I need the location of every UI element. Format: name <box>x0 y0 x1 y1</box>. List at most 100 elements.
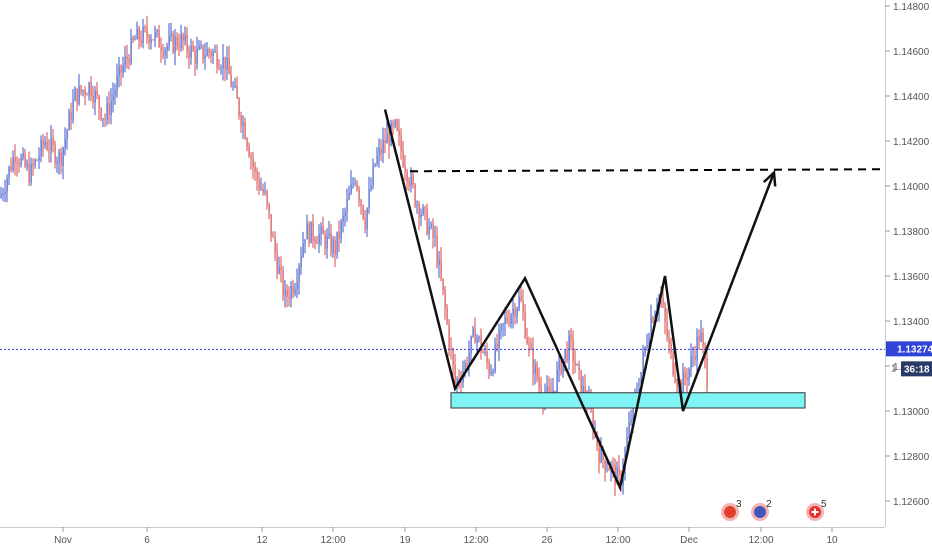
candle-body <box>394 120 396 126</box>
candle-body <box>532 349 534 374</box>
candle-body <box>196 49 198 64</box>
price-tick-label: 1.14800 <box>893 2 930 13</box>
candle-body <box>498 329 500 348</box>
candle-body <box>546 386 548 395</box>
candle-body <box>220 68 222 70</box>
candle-body <box>208 49 210 53</box>
price-axis[interactable]: 1.14800 1.14600 1.14400 1.14200 1.14000 1.138… <box>885 2 930 508</box>
candle-body <box>492 371 494 373</box>
candle-body <box>230 74 232 87</box>
candle-body <box>350 183 352 194</box>
candle-body <box>112 95 114 101</box>
candle-body <box>346 199 348 212</box>
candle-body <box>562 359 564 374</box>
swiss-flag-icon[interactable]: 5 <box>806 499 827 521</box>
candle-body <box>412 174 414 185</box>
candle-body <box>332 240 334 253</box>
candle-body <box>280 266 282 271</box>
candle-body <box>426 209 428 234</box>
candle-body <box>464 363 466 372</box>
candle-body <box>238 98 240 116</box>
candle-body <box>644 347 646 353</box>
candle-body <box>226 57 228 70</box>
candle-body <box>338 231 340 239</box>
candle-body <box>150 39 152 43</box>
candle-body <box>18 163 20 166</box>
eu-flag-icon[interactable]: 2 <box>751 499 772 521</box>
candle-body <box>62 147 64 166</box>
candle-body <box>506 316 508 322</box>
candle-body <box>32 163 34 166</box>
candle-body <box>556 370 558 393</box>
candle-body <box>288 296 290 299</box>
candle-body <box>384 139 386 144</box>
candle-body <box>478 336 480 339</box>
candle-body <box>134 39 136 41</box>
candle-body <box>424 206 426 210</box>
candle-body <box>204 55 206 59</box>
candle-body <box>398 129 400 136</box>
candle-body <box>54 145 56 164</box>
candle-body <box>260 189 262 191</box>
candle-body <box>648 337 650 346</box>
candle-body <box>202 44 204 59</box>
candle-body <box>396 120 398 130</box>
candle-body <box>598 445 600 463</box>
candle-body <box>348 193 350 200</box>
price-tick-label: 1.13600 <box>893 272 930 283</box>
candle-body <box>456 378 458 384</box>
candle-body <box>72 100 74 121</box>
candle-body <box>248 146 250 157</box>
candle-body <box>360 200 362 206</box>
candle-body <box>56 161 58 164</box>
candle-body <box>382 139 384 154</box>
candle-body <box>250 156 252 159</box>
candle-body <box>10 166 12 171</box>
candle-body <box>24 153 26 167</box>
candle-body <box>502 323 504 325</box>
candle-body <box>310 221 312 244</box>
candle-body <box>300 256 302 267</box>
candle-body <box>216 51 218 68</box>
candle-body <box>344 211 346 216</box>
candle-body <box>180 34 182 48</box>
candle-body <box>486 351 488 362</box>
candle-body <box>400 135 402 151</box>
candle-body <box>372 165 374 186</box>
time-axis[interactable]: Nov 6 12 12:00 19 12:00 26 12:00 Dec 12:00 10 <box>54 527 838 546</box>
candle-body <box>694 356 696 361</box>
price-tag-box <box>886 341 932 357</box>
time-tick-label: 12:00 <box>463 535 488 546</box>
candle-body <box>302 243 304 257</box>
price-tick-label: 1.14000 <box>893 182 930 193</box>
candle-body <box>70 112 72 121</box>
candle-body <box>700 332 702 342</box>
candle-body <box>82 90 84 92</box>
event-badges[interactable]: 3 2 5 <box>721 499 827 521</box>
candle-body <box>48 149 50 151</box>
time-tick-label: Dec <box>680 535 698 546</box>
candle-body <box>144 26 146 28</box>
candle-body <box>140 40 142 44</box>
price-tick-label: 1.12800 <box>893 452 930 463</box>
candle-body <box>380 148 382 154</box>
candle-body <box>564 350 566 360</box>
pattern-polyline <box>383 109 776 492</box>
candle-body <box>16 162 18 164</box>
candle-body <box>122 65 124 73</box>
candle-body <box>46 142 48 150</box>
candle-body <box>242 122 244 127</box>
candle-body <box>340 221 342 239</box>
candle-body <box>470 336 472 354</box>
euro-flag-icon[interactable]: 3 <box>721 499 742 521</box>
candle-body <box>322 226 324 235</box>
candle-body <box>512 308 514 316</box>
candle-body <box>276 253 278 274</box>
candle-body <box>88 82 90 96</box>
candle-body <box>538 379 540 387</box>
candle-body <box>672 352 674 375</box>
candle-body <box>362 205 364 219</box>
candle-body <box>528 343 530 345</box>
candle-body <box>422 206 424 214</box>
